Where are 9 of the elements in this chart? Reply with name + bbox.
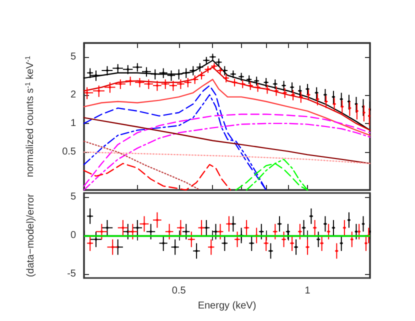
y-tick-label: 2: [70, 89, 76, 100]
y-tick-label: 5: [70, 191, 76, 202]
y-tick-label: 0: [70, 230, 76, 241]
y-tick-label: -5: [67, 268, 76, 280]
y-tick-label: 1: [70, 118, 76, 129]
y-tick-label: 5: [70, 51, 76, 62]
x-axis-title: Energy (keV): [198, 300, 256, 312]
y-axis-title: (data−model)/error: [26, 193, 36, 278]
y-tick-label: 0.5: [62, 146, 76, 158]
